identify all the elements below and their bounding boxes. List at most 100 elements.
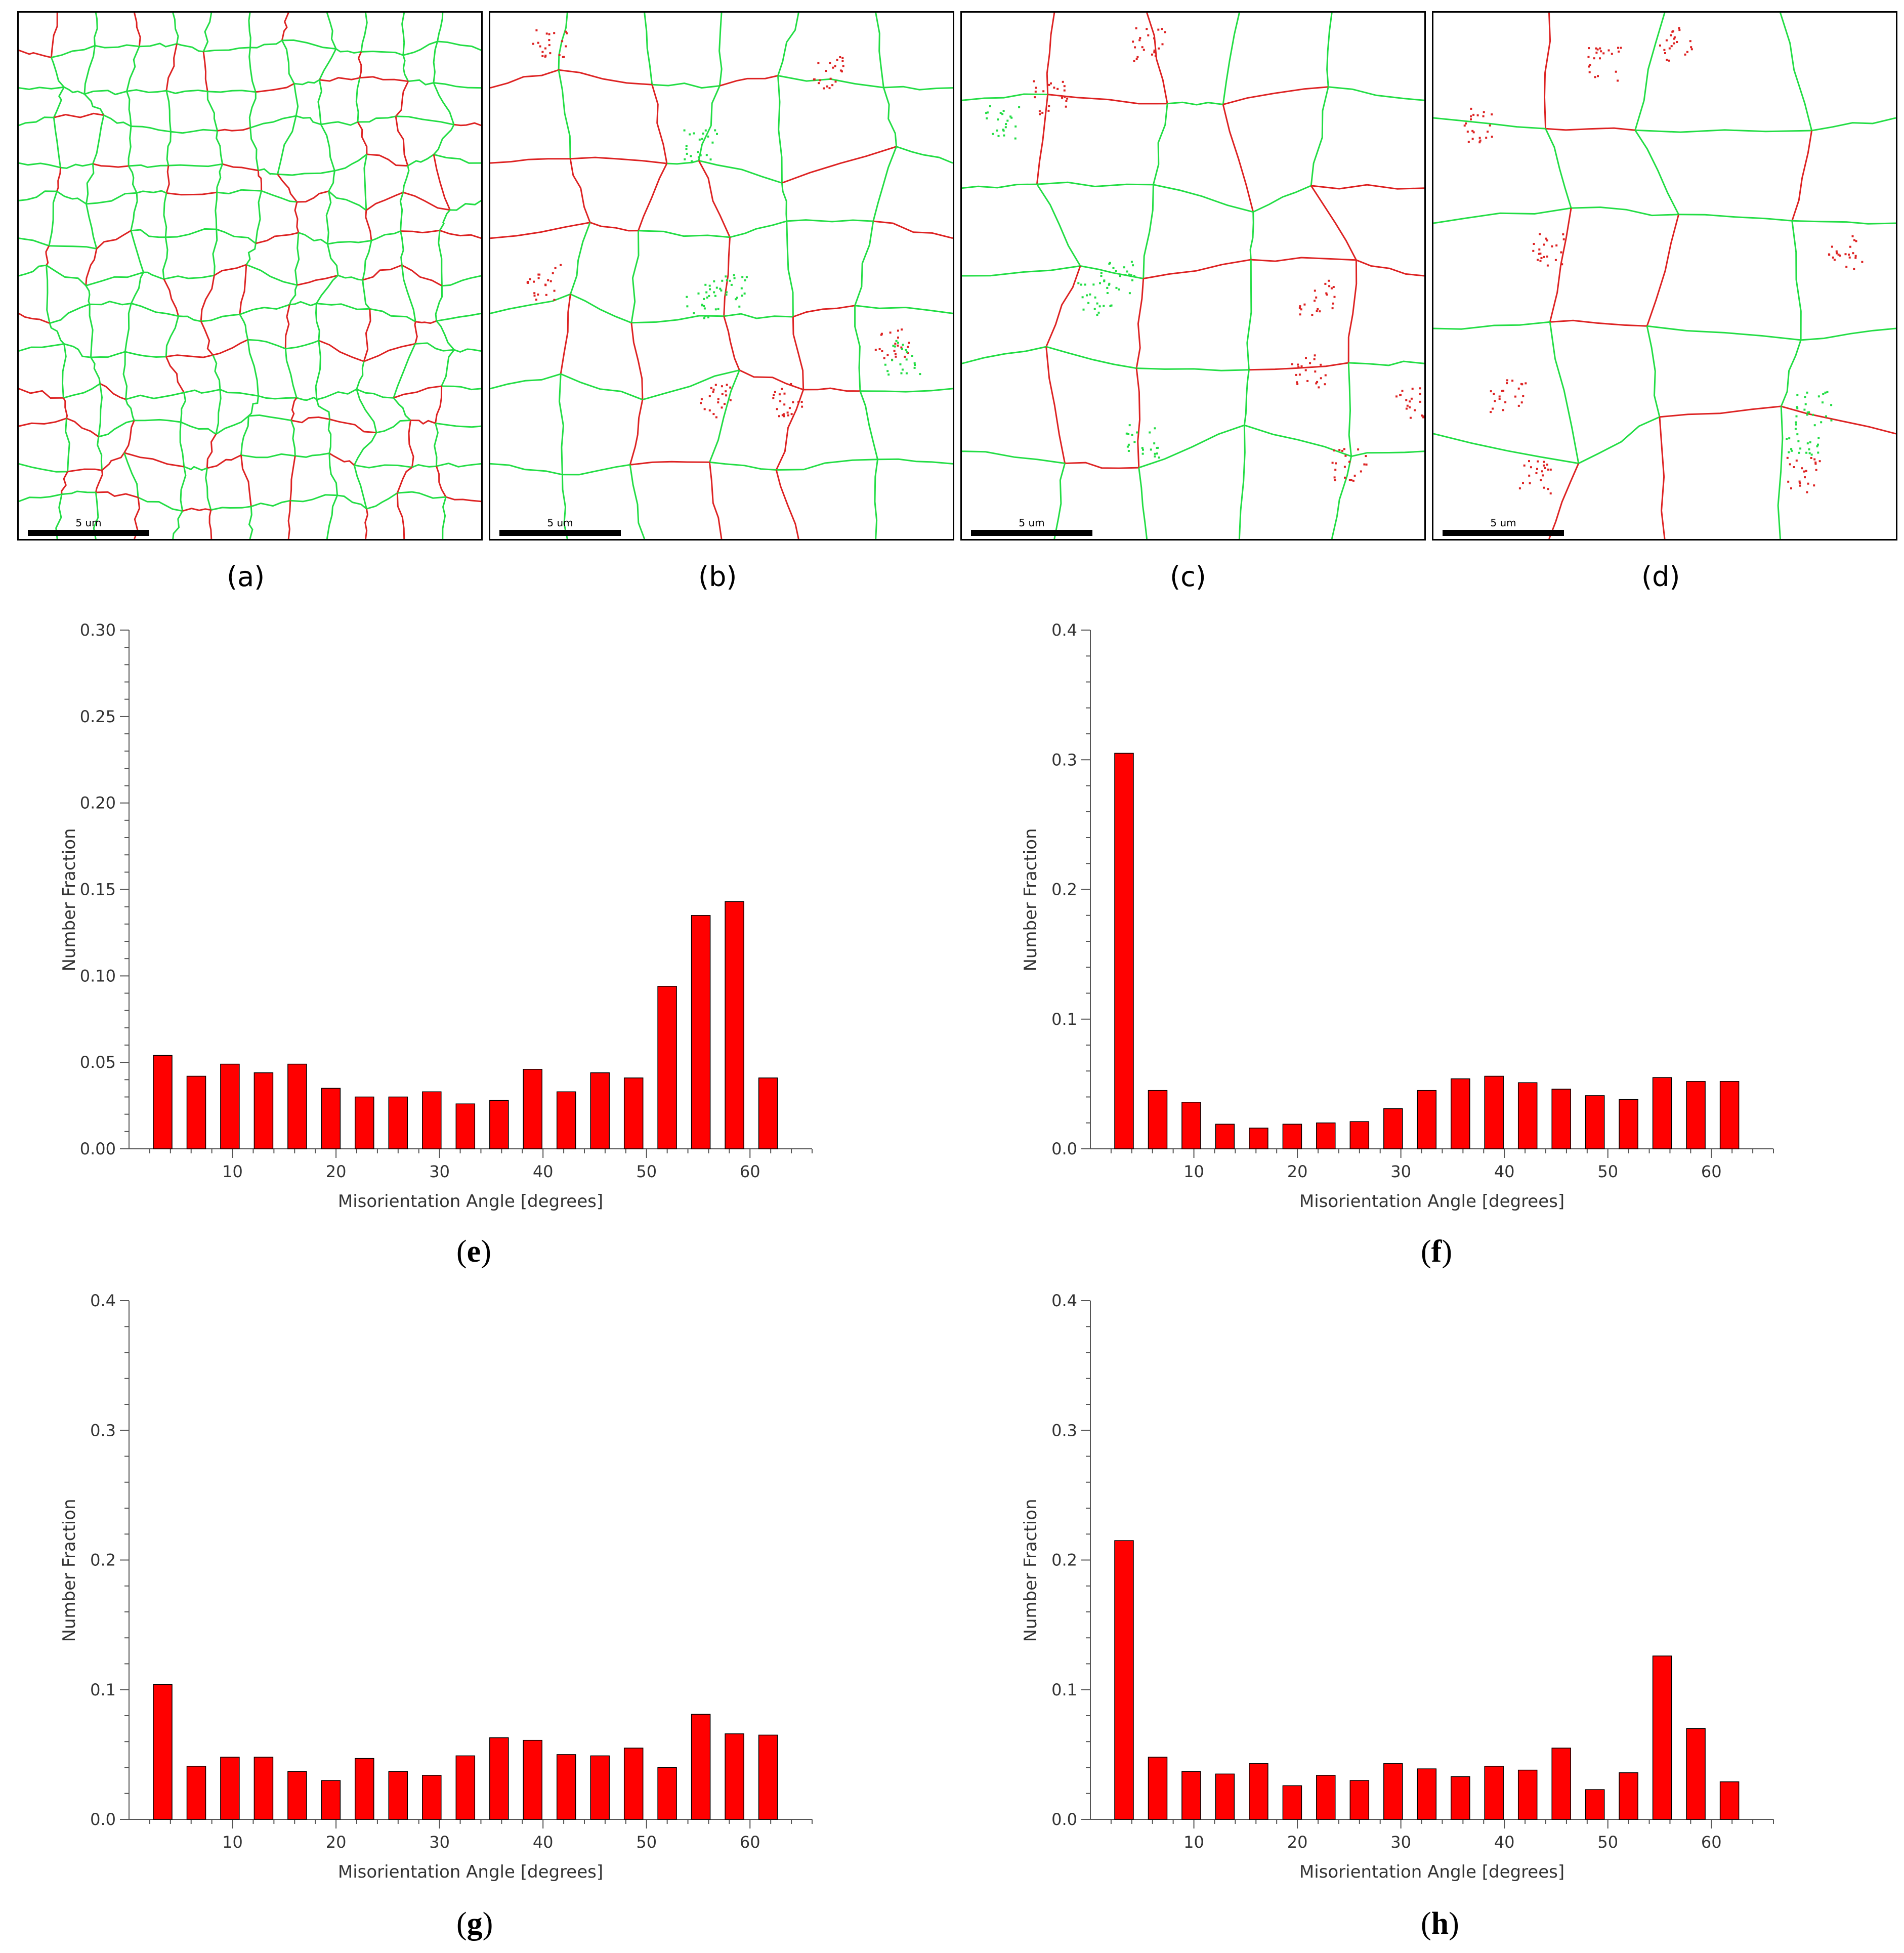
grain-boundary [258,168,278,175]
orientation-cluster-point [712,388,715,391]
orientation-cluster-point [1540,479,1542,481]
grain-boundary [294,79,320,86]
orientation-cluster-point [1127,450,1130,452]
grain-boundary [200,275,215,322]
orientation-cluster-point [1678,27,1680,29]
orientation-cluster-point [725,294,728,296]
orientation-cluster-point [548,44,551,47]
orientation-cluster-point [1106,292,1109,294]
orientation-cluster-point [1555,244,1558,246]
orientation-cluster-point [1670,34,1672,36]
orientation-cluster-point [537,294,539,296]
orientation-cluster-point [1151,53,1153,56]
orientation-cluster-point [776,408,778,410]
orientation-cluster-point [1817,395,1820,398]
orientation-cluster-point [725,291,728,294]
grain-boundary [295,115,321,126]
grain-boundary [781,183,788,221]
orientation-cluster-point [1047,109,1050,112]
grain-boundary [96,230,132,250]
grain-boundary [1222,13,1240,105]
orientation-cluster-point [725,390,727,393]
grain-boundary [334,153,367,172]
histogram-bar [1619,1772,1638,1820]
grain-boundary [297,274,339,286]
orientation-cluster-point [684,158,686,160]
orientation-cluster-point [716,133,718,135]
orientation-cluster-point [1343,448,1345,450]
grain-boundary [630,230,640,323]
orientation-cluster-point [1532,250,1535,252]
grain-boundary [1347,260,1358,363]
orientation-cluster-point [1033,80,1035,82]
grain-boundary [295,452,330,458]
grain-boundary [19,237,50,247]
orientation-cluster-point [1409,417,1412,419]
orientation-cluster-point [1463,124,1466,127]
grain-boundary [1356,259,1424,277]
grain-boundary [402,55,409,82]
grain-boundary [698,85,721,161]
orientation-cluster-point [709,288,711,290]
grain-boundary [369,308,416,322]
y-tick-label: 0.0 [1051,1810,1077,1829]
histogram-bar [1417,1768,1437,1820]
grain-boundary [366,492,398,510]
grain-boundary [433,154,451,211]
orientation-cluster-point [1664,52,1666,54]
orientation-cluster-point [1082,308,1085,311]
orientation-cluster-point [831,84,834,87]
orientation-cluster-point [1522,482,1524,484]
grain-boundary [98,383,103,437]
y-tick-label: 0.2 [90,1551,116,1570]
orientation-cluster-point [1489,124,1491,127]
orientation-cluster-point [1112,267,1115,269]
grain-boundary [1045,346,1066,464]
orientation-cluster-point [792,401,794,403]
orientation-cluster-point [1808,452,1811,454]
orientation-cluster-point [1009,115,1012,118]
grain-boundary [371,230,401,241]
orientation-cluster-point [561,40,564,43]
grain-boundary [558,373,564,475]
orientation-cluster-point [544,283,547,286]
grain-boundary [49,245,97,250]
orientation-cluster-point [1523,464,1526,467]
orientation-cluster-point [1597,75,1599,77]
grain-boundary [287,501,291,539]
orientation-cluster-point [714,295,716,297]
orientation-cluster-point [1291,363,1293,365]
orientation-cluster-point [553,289,556,292]
orientation-cluster-point [1125,432,1128,435]
orientation-cluster-point [708,284,711,287]
orientation-cluster-point [1803,470,1805,473]
grain-boundary [638,163,668,231]
orientation-cluster-point [1543,464,1545,467]
grain-boundary [53,117,61,168]
histogram-bar [489,1737,509,1820]
orientation-cluster-point [1409,400,1411,403]
grain-boundary [1548,463,1580,539]
orientation-cluster-point [1521,383,1524,386]
grain-boundary [1634,130,1679,215]
grain-boundary [84,90,127,96]
grain-boundary [53,112,104,118]
grain-boundary [92,115,105,164]
x-tick-label: 40 [533,1833,554,1852]
orientation-cluster-point [549,280,552,282]
x-tick-label: 50 [636,1162,657,1181]
grain-boundary [257,170,263,191]
grain-boundary [433,153,481,164]
grain-boundary [85,248,98,286]
orientation-cluster-point [779,400,782,402]
orientation-cluster-point [1788,451,1790,453]
grain-boundary [439,209,451,231]
grain-boundary [366,153,408,167]
grain-boundary [1811,117,1896,132]
orientation-cluster-point [1599,47,1601,50]
grain-boundary [356,388,394,399]
grain-boundary [122,352,128,400]
x-tick-label: 20 [326,1162,347,1181]
grain-boundary [490,69,559,89]
orientation-cluster-point [1363,463,1366,466]
